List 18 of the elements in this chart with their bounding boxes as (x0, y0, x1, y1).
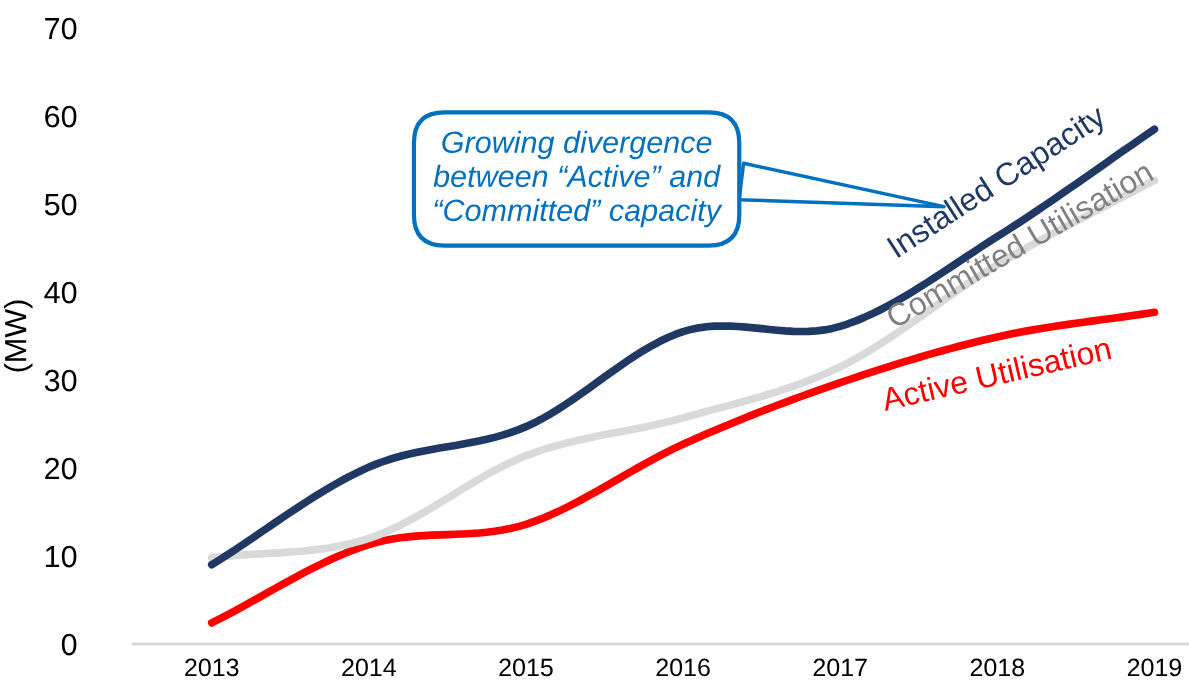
x-tick-label: 2018 (970, 658, 1025, 677)
x-tick-label: 2016 (656, 658, 710, 677)
y-tick-label: 20 (45, 457, 77, 480)
x-tick-label: 2015 (499, 658, 553, 677)
annotation: Growing divergence between “Active” and “Committed” capacity (433, 130, 723, 228)
y-axis-title: (MW) (4, 300, 33, 372)
y-tick-label: 50 (44, 193, 77, 216)
text: Active Utilisation (879, 336, 1112, 412)
y-tick-label: 10 (45, 545, 77, 568)
y-tick-label: 60 (45, 105, 77, 128)
x-tick-label: 2013 (185, 658, 239, 677)
x-tick-label: 2017 (813, 658, 867, 677)
y-tick-label: 40 (44, 281, 77, 304)
x-tick-label: 2014 (342, 658, 396, 677)
x-tick-label: 2019 (1127, 658, 1182, 677)
y-tick-label: 70 (45, 17, 77, 40)
y-tick-label: 30 (44, 369, 77, 392)
y-tick-label: 0 (61, 633, 77, 656)
